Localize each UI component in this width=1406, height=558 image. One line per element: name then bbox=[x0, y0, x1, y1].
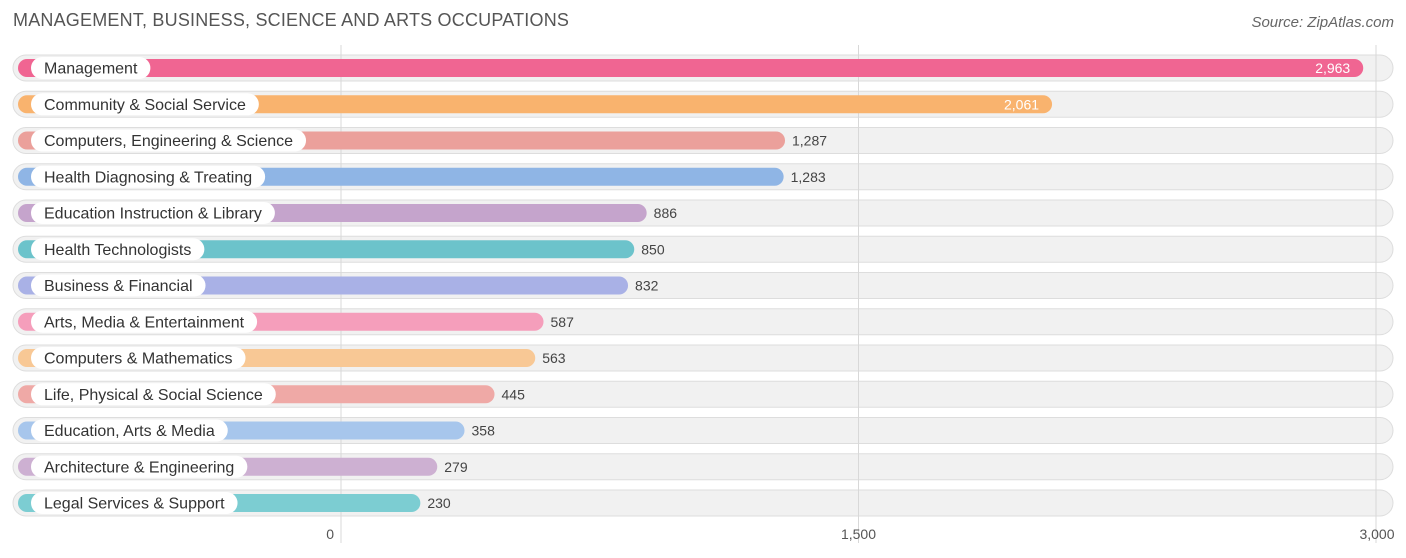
value-label: 886 bbox=[654, 205, 678, 221]
category-label-pill bbox=[31, 202, 275, 224]
bar bbox=[18, 59, 1364, 77]
source-label: Source: ZipAtlas.com bbox=[1251, 14, 1394, 31]
value-label: 2,061 bbox=[1004, 96, 1039, 112]
category-label-pill bbox=[31, 165, 266, 188]
value-label: 1,287 bbox=[792, 133, 827, 149]
value-label: 230 bbox=[427, 495, 451, 511]
category-label: Health Technologists bbox=[44, 242, 191, 259]
category-label-pill bbox=[31, 310, 258, 333]
category-label: Legal Services & Support bbox=[44, 496, 225, 513]
x-tick-label: 1,500 bbox=[841, 526, 876, 542]
category-label: Health Diagnosing & Treating bbox=[44, 169, 252, 186]
category-label: Architecture & Engineering bbox=[44, 459, 234, 476]
category-label-pill bbox=[31, 238, 205, 261]
x-tick-label: 0 bbox=[326, 526, 334, 542]
category-label-pill bbox=[31, 492, 238, 514]
value-label: 563 bbox=[542, 350, 566, 366]
category-label-pill bbox=[31, 57, 151, 79]
value-label: 358 bbox=[472, 423, 496, 439]
value-label: 2,963 bbox=[1315, 60, 1350, 76]
value-label: 445 bbox=[502, 386, 526, 402]
category-label-pill bbox=[31, 347, 246, 369]
category-label: Life, Physical & Social Science bbox=[44, 387, 263, 404]
category-label: Management bbox=[44, 61, 138, 78]
category-label: Arts, Media & Entertainment bbox=[44, 314, 245, 331]
value-label: 850 bbox=[641, 241, 665, 257]
category-label: Education Instruction & Library bbox=[44, 206, 262, 223]
chart-title: MANAGEMENT, BUSINESS, SCIENCE AND ARTS O… bbox=[13, 10, 570, 30]
value-label: 279 bbox=[444, 459, 468, 475]
category-label-pill bbox=[31, 93, 259, 116]
category-label-pill bbox=[31, 419, 228, 442]
category-label-pill bbox=[31, 274, 206, 297]
category-label: Computers, Engineering & Science bbox=[44, 133, 293, 150]
category-label: Business & Financial bbox=[44, 278, 193, 295]
category-label-pill bbox=[31, 383, 276, 406]
value-label: 832 bbox=[635, 278, 659, 294]
category-label: Education, Arts & Media bbox=[44, 423, 215, 440]
x-tick-label: 3,000 bbox=[1359, 526, 1394, 542]
category-label-pill bbox=[31, 129, 307, 152]
value-label: 1,283 bbox=[791, 169, 826, 185]
category-label-pill bbox=[31, 455, 248, 478]
bar bbox=[18, 95, 1053, 114]
value-label: 587 bbox=[551, 314, 575, 330]
category-label: Community & Social Service bbox=[44, 97, 246, 114]
category-label: Computers & Mathematics bbox=[44, 351, 233, 368]
